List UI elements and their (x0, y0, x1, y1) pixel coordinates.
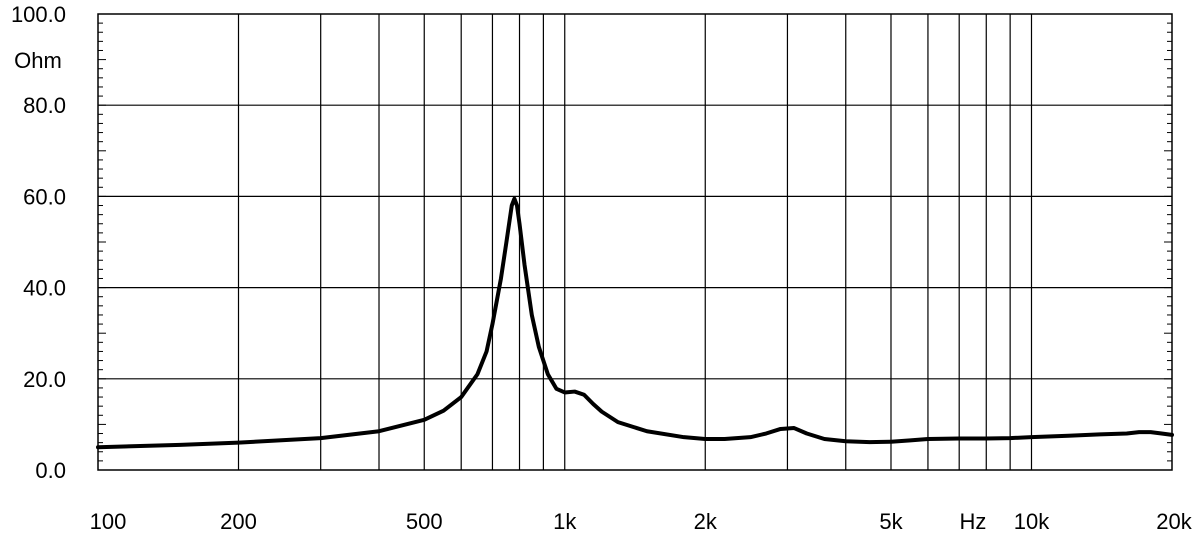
y-tick-label: 0.0 (35, 458, 66, 483)
y-tick-label: 20.0 (23, 367, 66, 392)
y-tick-label: 40.0 (23, 276, 66, 301)
impedance-curve (96, 196, 1174, 450)
y-tick-label: 80.0 (23, 93, 66, 118)
x-tick-label: 500 (406, 509, 443, 534)
plot-frame (97, 13, 1173, 471)
x-tick-label: 20k (1156, 509, 1192, 534)
x-tick-label: 10k (1014, 509, 1050, 534)
x-tick-label: 1k (553, 509, 577, 534)
x-tick-label: 200 (220, 509, 257, 534)
x-axis-tick-labels: 100 200 500 1k 2k 5k 10k 20k (90, 509, 1193, 534)
minor-tick-marks (98, 13, 1172, 471)
y-tick-label: 100.0 (11, 2, 66, 27)
y-axis-tick-labels: 0.0 20.0 40.0 60.0 80.0 100.0 (11, 2, 66, 483)
y-axis-label: Ohm (14, 48, 62, 73)
y-tick-label: 60.0 (23, 184, 66, 209)
grid (98, 14, 1172, 470)
x-tick-label: 5k (879, 509, 903, 534)
x-tick-label: 100 (90, 509, 127, 534)
x-tick-label: 2k (694, 509, 718, 534)
x-axis-label: Hz (960, 509, 987, 534)
